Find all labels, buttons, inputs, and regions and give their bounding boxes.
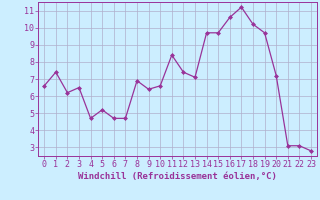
X-axis label: Windchill (Refroidissement éolien,°C): Windchill (Refroidissement éolien,°C) [78,172,277,181]
